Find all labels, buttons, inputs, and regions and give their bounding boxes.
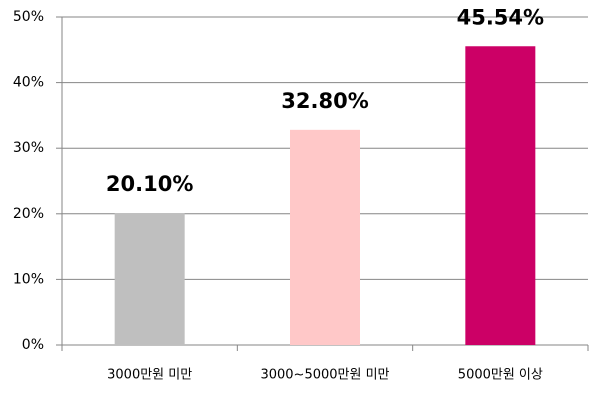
value-label: 20.10%	[106, 172, 193, 196]
x-tick-label: 5000만원 이상	[458, 368, 543, 383]
bar	[290, 129, 360, 345]
value-label: 32.80%	[281, 89, 368, 113]
y-tick-label: 0%	[22, 337, 44, 353]
y-tick-label: 10%	[13, 271, 44, 287]
y-tick-label: 40%	[13, 75, 44, 91]
y-tick-label: 30%	[13, 140, 44, 156]
x-tick-label: 3000만원 미만	[107, 368, 192, 383]
y-tick-label: 20%	[13, 206, 44, 222]
value-label: 45.54%	[457, 5, 544, 29]
bar	[114, 213, 185, 345]
bar	[465, 46, 536, 345]
y-tick-label: 50%	[13, 9, 44, 25]
x-tick-label: 3000~5000만원 미만	[260, 368, 389, 383]
